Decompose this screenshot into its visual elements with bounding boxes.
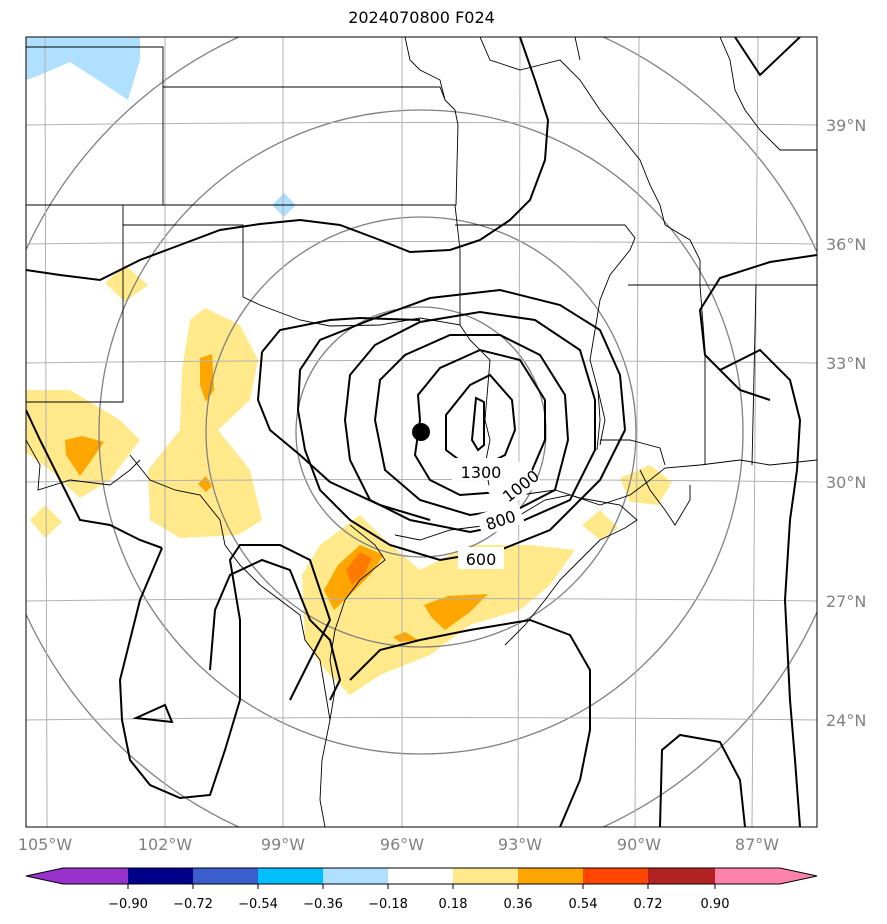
lon-label-96w: 96°W [380, 835, 424, 854]
colorbar-tick-7: 0.54 [569, 897, 598, 912]
orange-region-c [198, 476, 212, 492]
lat-label-33n: 33°N [826, 354, 866, 373]
lon-tick-labels: 105°W 102°W 99°W 96°W 93°W 90°W 87°W [18, 835, 779, 854]
lon-label-90w: 90°W [617, 835, 661, 854]
lat-label-24n: 24°N [826, 711, 866, 730]
lat-label-39n: 39°N [826, 116, 866, 135]
colorbar-tick-3: −0.36 [303, 897, 343, 912]
colorbar-bin-10 [648, 868, 715, 884]
range-rings [26, 37, 817, 827]
contour-label-600: 600 [466, 550, 497, 569]
colorbar-bin-1 [63, 868, 128, 884]
lon-label-99w: 99°W [261, 835, 305, 854]
colorbar-tick-6: 0.36 [504, 897, 533, 912]
colorbar-tick-1: −0.72 [173, 897, 213, 912]
yellow-region-f [582, 510, 618, 540]
colorbar: −0.90 −0.72 −0.54 −0.36 −0.18 0.18 0.36 … [25, 867, 818, 912]
colorbar-bin-2 [128, 868, 193, 884]
lon-label-102w: 102°W [138, 835, 193, 854]
colorbar-bin-6 [388, 868, 453, 884]
graticule [26, 37, 817, 827]
colorbar-bin-4 [258, 868, 323, 884]
colorbar-extend-right [780, 868, 817, 884]
lon-label-87w: 87°W [735, 835, 779, 854]
colorbar-bin-7 [453, 868, 518, 884]
lon-label-93w: 93°W [498, 835, 542, 854]
lat-label-30n: 30°N [826, 473, 866, 492]
colorbar-tick-9: 0.90 [701, 897, 730, 912]
darkorange-region [346, 552, 372, 585]
political-boundaries [26, 37, 817, 827]
colorbar-tick-2: −0.54 [238, 897, 278, 912]
colorbar-extend-left [26, 868, 63, 884]
lat-tick-labels: 39°N 36°N 33°N 30°N 27°N 24°N [826, 116, 866, 730]
colorbar-tick-5: 0.18 [439, 897, 468, 912]
orange-region-f [393, 632, 418, 642]
map-title: 2024070800 F024 [348, 8, 495, 27]
yellow-region-a [105, 265, 148, 302]
storm-center-marker [412, 423, 430, 441]
lon-label-105w: 105°W [18, 835, 73, 854]
lat-label-27n: 27°N [826, 592, 866, 611]
orange-region-a [65, 436, 104, 476]
yellow-region-g [620, 465, 672, 505]
orange-region-e [424, 594, 488, 630]
colorbar-bin-9 [583, 868, 648, 884]
contours [26, 37, 817, 827]
colorbar-bin-5 [323, 868, 388, 884]
lat-label-36n: 36°N [826, 235, 866, 254]
colorbar-tick-4: −0.18 [368, 897, 408, 912]
colorbar-bin-8 [518, 868, 583, 884]
contour-label-1300: 1300 [461, 463, 502, 482]
colorbar-tick-8: 0.72 [634, 897, 663, 912]
colorbar-bin-3 [193, 868, 258, 884]
colorbar-bin-11 [715, 868, 780, 884]
colorbar-outline [25, 867, 818, 885]
map-area: 1300 1000 800 600 [26, 37, 817, 827]
light-blue-region-nw [26, 37, 140, 100]
map-frame [25, 36, 818, 828]
colorbar-tick-0: −0.90 [108, 897, 148, 912]
